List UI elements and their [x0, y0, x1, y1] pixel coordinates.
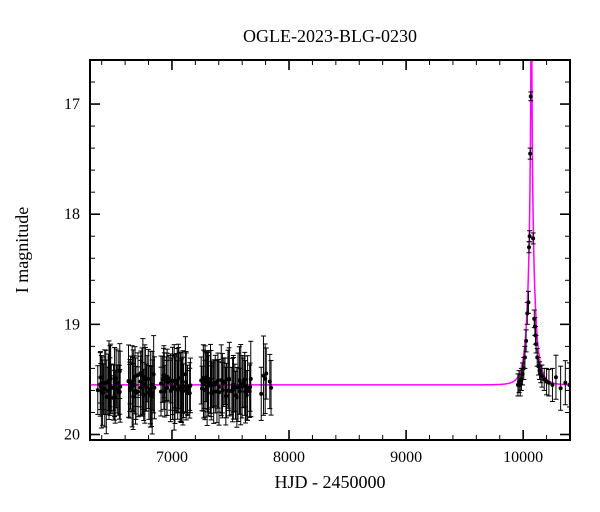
chart-title: OGLE-2023-BLG-0230	[243, 26, 417, 46]
svg-text:8000: 8000	[273, 449, 305, 466]
chart-svg: 7000 8000 9000 10000 17 18 19 20 OGLE-2023-BLG-0…	[0, 0, 600, 512]
svg-text:10000: 10000	[503, 449, 543, 466]
svg-text:7000: 7000	[156, 449, 188, 466]
chart-container: { "chart": { "type": "scatter-with-line"…	[0, 0, 600, 512]
svg-text:20: 20	[64, 426, 80, 443]
svg-text:19: 19	[64, 316, 80, 333]
svg-text:18: 18	[64, 206, 80, 223]
svg-text:9000: 9000	[390, 449, 422, 466]
y-axis-label: I magnitude	[12, 207, 32, 293]
x-axis-label: HJD - 2450000	[275, 472, 386, 492]
svg-text:17: 17	[64, 96, 80, 113]
